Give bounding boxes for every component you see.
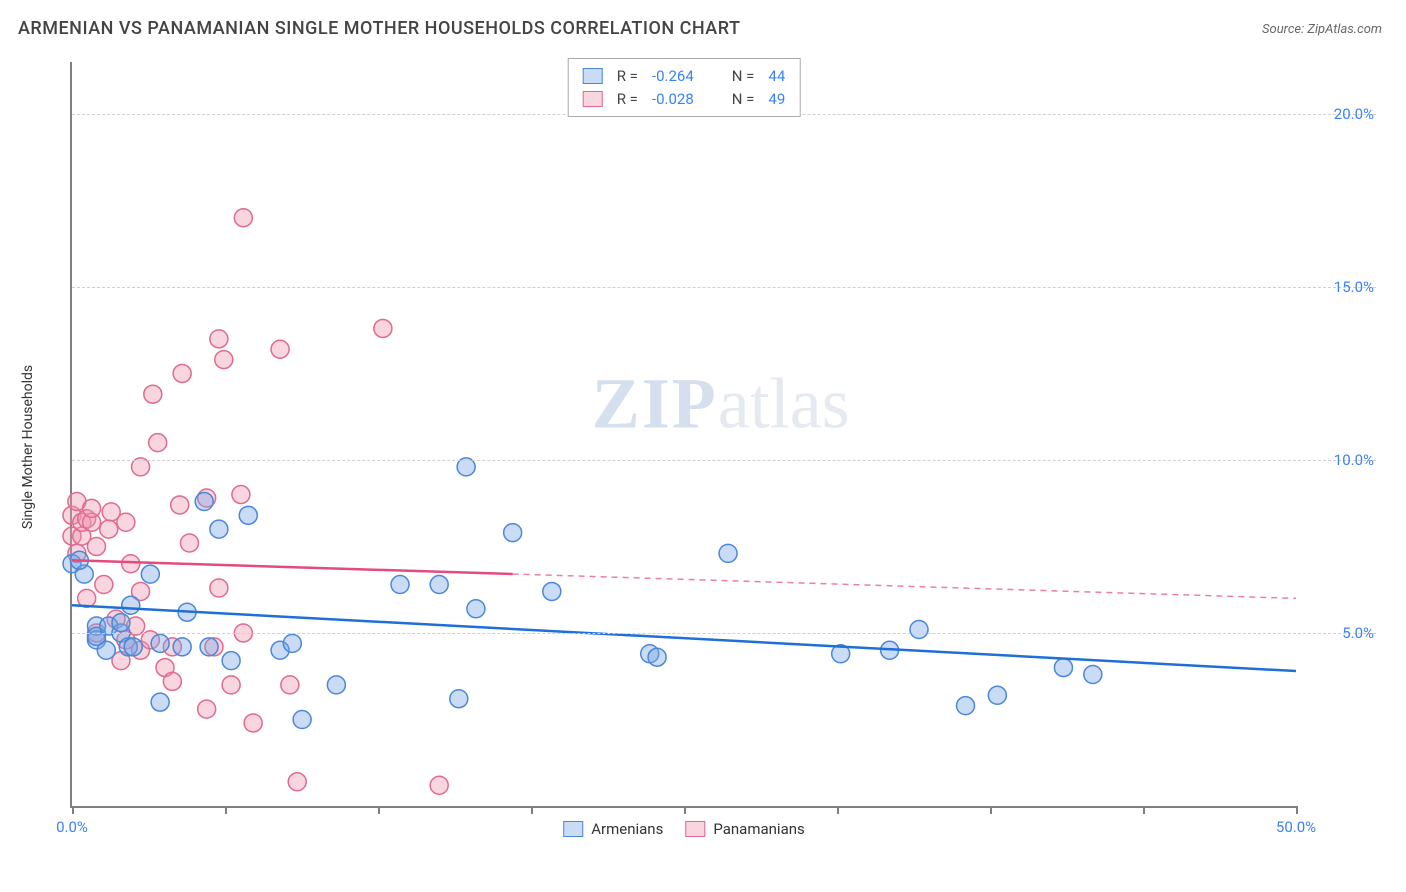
x-tick (990, 806, 992, 814)
source-label: Source: ZipAtlas.com (1262, 22, 1382, 37)
r-value-armenians: -0.264 (652, 65, 694, 88)
scatter-point-panamanians (244, 714, 262, 732)
scatter-point-armenians (957, 697, 975, 715)
x-tick (1143, 806, 1145, 814)
scatter-point-armenians (504, 524, 522, 542)
r-label: R = (617, 88, 638, 111)
scatter-point-armenians (173, 638, 191, 656)
scatter-point-panamanians (122, 555, 140, 573)
n-label: N = (732, 65, 755, 88)
x-tick (837, 806, 839, 814)
scatter-point-panamanians (430, 776, 448, 794)
y-tick-label: 10.0% (1304, 451, 1374, 469)
scatter-point-armenians (719, 544, 737, 562)
x-tick (531, 806, 533, 814)
scatter-point-armenians (151, 634, 169, 652)
scatter-point-armenians (222, 652, 240, 670)
scatter-point-panamanians (288, 773, 306, 791)
scatter-point-panamanians (181, 534, 199, 552)
scatter-point-panamanians (83, 499, 101, 517)
regression-line-armenians (72, 605, 1296, 671)
stats-row-armenians: R = -0.264 N = 44 (583, 65, 786, 88)
scatter-point-panamanians (215, 351, 233, 369)
scatter-point-panamanians (144, 385, 162, 403)
scatter-point-panamanians (232, 486, 250, 504)
scatter-point-armenians (467, 600, 485, 618)
scatter-point-armenians (1084, 666, 1102, 684)
scatter-point-armenians (124, 638, 142, 656)
x-tick (225, 806, 227, 814)
scatter-point-panamanians (210, 579, 228, 597)
scatter-point-armenians (1054, 659, 1072, 677)
chart-title: ARMENIAN VS PANAMANIAN SINGLE MOTHER HOU… (18, 18, 740, 39)
y-axis-label: Single Mother Households (20, 365, 36, 529)
swatch-armenians (563, 821, 583, 837)
scatter-point-panamanians (163, 672, 181, 690)
scatter-point-panamanians (198, 700, 216, 718)
scatter-point-armenians (283, 634, 301, 652)
scatter-point-panamanians (171, 496, 189, 514)
scatter-point-armenians (239, 506, 257, 524)
legend-item-panamanians: Panamanians (685, 820, 804, 838)
scatter-point-armenians (910, 621, 928, 639)
x-tick-label: 50.0% (1276, 818, 1316, 836)
n-value-panamanians: 49 (768, 88, 785, 111)
scatter-point-armenians (141, 565, 159, 583)
scatter-point-armenians (391, 576, 409, 594)
correlation-stats-box: R = -0.264 N = 44 R = -0.028 N = 49 (568, 58, 801, 117)
scatter-point-armenians (200, 638, 218, 656)
y-tick-label: 15.0% (1304, 278, 1374, 296)
n-label: N = (732, 88, 755, 111)
scatter-point-armenians (122, 596, 140, 614)
legend-label-armenians: Armenians (591, 820, 663, 838)
gridline (72, 287, 1376, 288)
scatter-point-panamanians (117, 513, 135, 531)
scatter-point-panamanians (374, 319, 392, 337)
x-tick (378, 806, 380, 814)
chart-area: Single Mother Households ZIPatlas R = -0… (50, 62, 1376, 832)
scatter-point-panamanians (100, 520, 118, 538)
legend-label-panamanians: Panamanians (713, 820, 804, 838)
scatter-point-panamanians (222, 676, 240, 694)
legend: Armenians Panamanians (563, 820, 805, 838)
plot-box: ZIPatlas R = -0.264 N = 44 R = -0.028 N … (70, 62, 1296, 808)
x-tick (684, 806, 686, 814)
scatter-point-armenians (151, 693, 169, 711)
legend-item-armenians: Armenians (563, 820, 663, 838)
scatter-point-armenians (195, 492, 213, 510)
n-value-armenians: 44 (768, 65, 785, 88)
scatter-point-panamanians (95, 576, 113, 594)
gridline (72, 633, 1376, 634)
scatter-point-armenians (430, 576, 448, 594)
scatter-point-panamanians (173, 364, 191, 382)
scatter-point-armenians (293, 710, 311, 728)
scatter-point-armenians (327, 676, 345, 694)
r-label: R = (617, 65, 638, 88)
swatch-armenians (583, 68, 603, 84)
scatter-point-armenians (450, 690, 468, 708)
swatch-panamanians (685, 821, 705, 837)
x-tick (1296, 806, 1298, 814)
swatch-panamanians (583, 91, 603, 107)
scatter-point-panamanians (281, 676, 299, 694)
scatter-point-armenians (543, 582, 561, 600)
y-tick-label: 5.0% (1304, 624, 1374, 642)
scatter-point-panamanians (234, 209, 252, 227)
scatter-plot-svg (72, 62, 1296, 806)
gridline (72, 460, 1376, 461)
x-tick-label: 0.0% (56, 818, 88, 836)
stats-row-panamanians: R = -0.028 N = 49 (583, 88, 786, 111)
scatter-point-panamanians (210, 330, 228, 348)
x-tick (72, 806, 74, 814)
scatter-point-armenians (210, 520, 228, 538)
regression-line-dashed-panamanians (513, 574, 1296, 598)
scatter-point-panamanians (87, 537, 105, 555)
scatter-point-panamanians (271, 340, 289, 358)
r-value-panamanians: -0.028 (652, 88, 694, 111)
scatter-point-panamanians (149, 434, 167, 452)
scatter-point-armenians (648, 648, 666, 666)
scatter-point-armenians (112, 614, 130, 632)
y-tick-label: 20.0% (1304, 105, 1374, 123)
scatter-point-armenians (988, 686, 1006, 704)
